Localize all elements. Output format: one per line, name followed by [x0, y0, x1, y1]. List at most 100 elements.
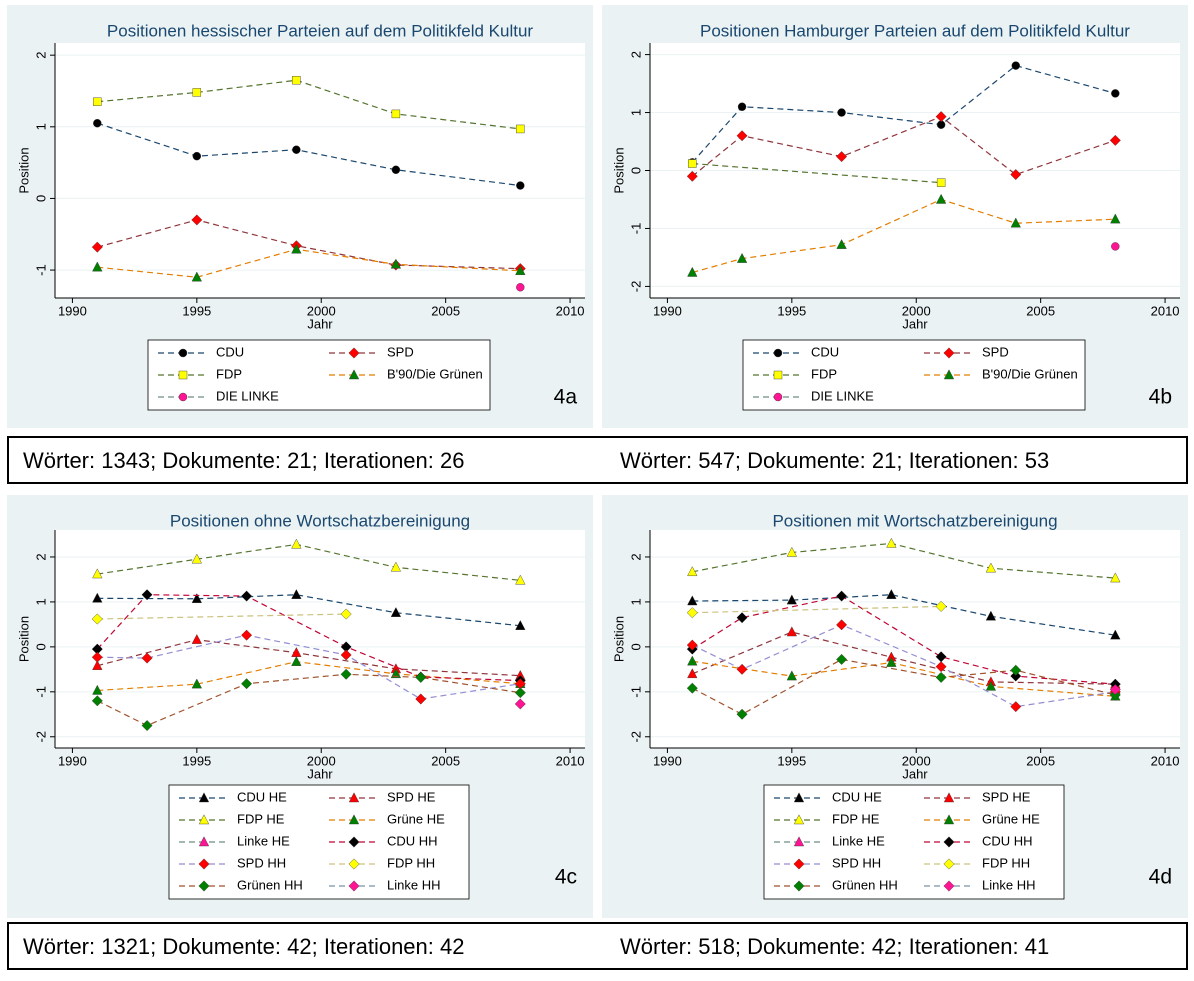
chart-title: Positionen mit Wortschatzbereinigung [772, 511, 1057, 530]
marker [516, 181, 525, 190]
legend-label: Grünen HH [237, 877, 303, 892]
series-line [692, 162, 942, 184]
x-tick-label: 2010 [556, 753, 585, 768]
marker [292, 76, 301, 85]
marker [515, 574, 526, 585]
y-axis-title: Position [16, 616, 31, 662]
marker [1010, 169, 1022, 181]
series-line [692, 605, 942, 614]
marker [1110, 213, 1121, 224]
legend-marker [773, 348, 783, 358]
marker [390, 607, 402, 617]
legend-marker [178, 392, 188, 402]
y-tick-label: 0 [628, 643, 643, 650]
caption-box: Wörter: 1321; Dokumente: 42; Iterationen… [7, 922, 1188, 970]
y-axis-title: Position [16, 147, 31, 193]
marker [736, 612, 748, 624]
panel-label: 4b [1149, 386, 1172, 409]
x-tick-label: 1990 [653, 753, 682, 768]
chart-panel: Positionen ohne Wortschatzbereinigung -2 -… [7, 495, 593, 918]
legend-marker [348, 369, 360, 380]
marker [516, 124, 525, 134]
marker [390, 668, 402, 679]
chart-title: Positionen Hamburger Parteien auf dem Po… [700, 21, 1130, 40]
marker [1111, 89, 1120, 98]
panel-label: 4d [1149, 866, 1172, 889]
marker [985, 562, 997, 573]
legend-marker [943, 369, 955, 380]
marker [686, 682, 698, 694]
legend-marker [773, 392, 783, 402]
y-tick-label: 2 [628, 553, 643, 560]
x-tick-label: 1995 [777, 303, 806, 318]
marker [786, 546, 797, 557]
marker [737, 102, 747, 111]
marker [686, 639, 698, 651]
legend-marker [943, 836, 955, 848]
marker [837, 108, 846, 117]
y-tick-label: -1 [33, 686, 48, 698]
x-tick-label: 2000 [902, 753, 931, 768]
x-tick-label: 1995 [182, 303, 211, 318]
x-axis-title: Jahr [902, 766, 928, 781]
legend-label: CDU [216, 344, 244, 359]
x-tick-label: 2005 [1026, 753, 1055, 768]
marker [1109, 684, 1121, 696]
marker [936, 178, 946, 187]
legend-label: SPD HH [237, 855, 286, 870]
marker [241, 590, 253, 602]
legend-marker [943, 858, 955, 870]
y-axis-title: Position [611, 616, 626, 662]
legend-label: CDU HH [387, 833, 438, 848]
x-tick-label: 2000 [902, 303, 931, 318]
legend-marker [943, 814, 955, 825]
marker [1010, 701, 1022, 713]
legend-label: B'90/Die Grünen [387, 366, 483, 381]
chart-title: Positionen ohne Wortschatzbereinigung [170, 511, 470, 530]
marker [686, 607, 698, 619]
x-tick-label: 2010 [1151, 303, 1180, 318]
legend-label: FDP [216, 366, 242, 381]
marker [786, 670, 797, 681]
marker [886, 537, 897, 548]
marker [191, 214, 203, 226]
marker [688, 159, 697, 168]
marker [836, 239, 847, 249]
marker [687, 595, 698, 606]
y-tick-label: -2 [33, 731, 48, 743]
legend-label: SPD [982, 344, 1009, 359]
marker [1109, 134, 1121, 146]
y-tick-label: 1 [33, 123, 48, 130]
y-axis-title: Position [611, 147, 626, 193]
legend-label: FDP HH [982, 855, 1030, 870]
legend-marker [198, 858, 210, 870]
marker [390, 561, 402, 572]
series-line [691, 115, 1116, 177]
chart-panel: Positionen mit Wortschatzbereinigung -2 -1… [602, 495, 1188, 918]
legend-marker [793, 814, 805, 825]
marker [191, 593, 202, 603]
legend-marker [198, 792, 210, 803]
x-tick-label: 2010 [1151, 753, 1180, 768]
marker [836, 590, 848, 602]
marker [415, 693, 427, 705]
y-tick-label: -1 [628, 686, 643, 698]
marker [514, 687, 526, 699]
series-line [97, 594, 521, 627]
legend-label: CDU HE [832, 789, 882, 804]
marker [191, 271, 202, 282]
marker [516, 283, 525, 292]
legend-label: Linke HE [237, 833, 290, 848]
marker [340, 608, 352, 620]
legend-marker [348, 836, 360, 848]
legend-label: Linke HE [832, 833, 885, 848]
marker [687, 668, 698, 679]
caption: Wörter: 1343; Dokumente: 21; Iterationen… [23, 448, 465, 473]
marker [1010, 664, 1022, 676]
y-tick-label: -1 [33, 264, 48, 276]
y-tick-label: 1 [628, 109, 643, 116]
legend-label: SPD [387, 344, 414, 359]
plot-area [55, 530, 585, 748]
y-tick-label: 1 [628, 598, 643, 605]
marker [935, 661, 947, 673]
